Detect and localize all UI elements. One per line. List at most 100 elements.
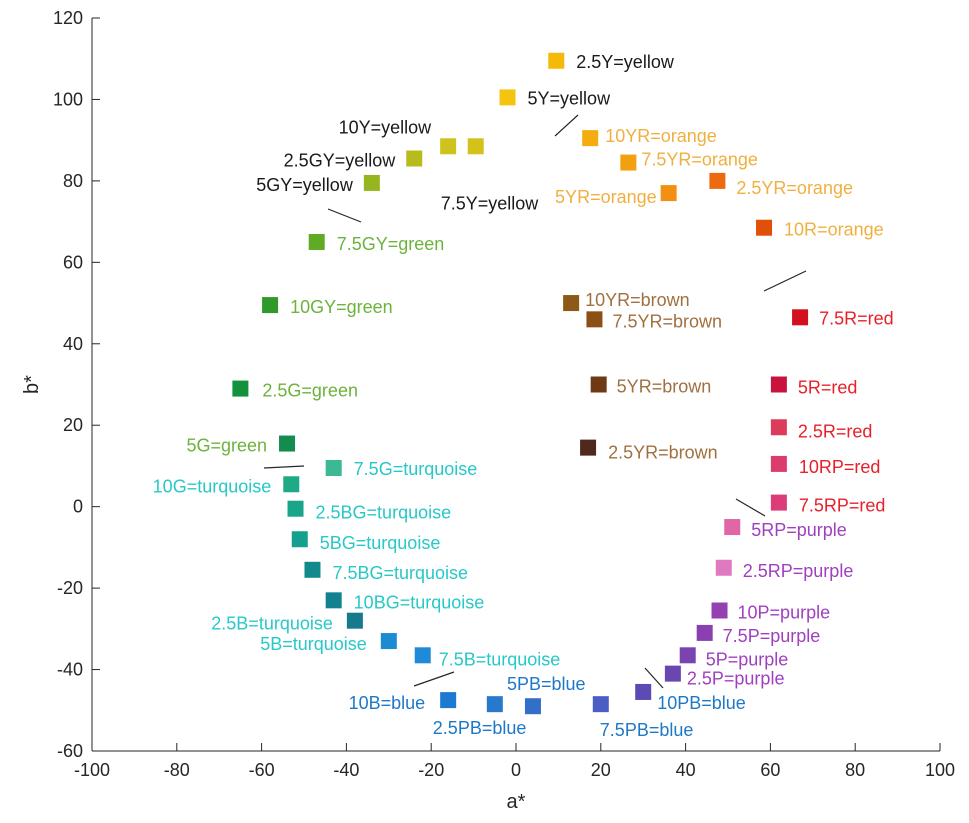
data-point-label: 2.5RP=purple [743, 561, 854, 581]
leader-line [644, 667, 664, 689]
data-point-label: 7.5PB=blue [600, 720, 694, 740]
data-point-label: 7.5R=red [819, 308, 894, 328]
data-point-marker [380, 633, 397, 650]
leader-lines [263, 114, 807, 689]
x-tick-label: -80 [164, 760, 190, 780]
data-point-label: 10R=orange [784, 220, 884, 240]
data-point-marker [563, 295, 580, 312]
x-tick-label: -40 [333, 760, 359, 780]
data-point-marker [467, 138, 484, 155]
data-point-marker [232, 380, 249, 397]
data-point-label: 10P=purple [738, 603, 831, 623]
data-point-label: 10GY=green [290, 297, 393, 317]
data-point-label: 5YR=brown [617, 377, 712, 397]
data-point-marker [709, 172, 726, 189]
data-point-label: 2.5Y=yellow [576, 52, 675, 72]
data-point-marker [664, 665, 681, 682]
data-point-label: 10B=blue [349, 693, 426, 713]
y-tick-label: 20 [63, 415, 83, 435]
data-point-label: 5Y=yellow [528, 88, 612, 108]
data-point-label: 2.5R=red [798, 421, 873, 441]
data-point-marker [580, 439, 597, 456]
data-point-label: 10Y=yellow [339, 117, 433, 137]
data-point-label: 10PB=blue [657, 693, 746, 713]
x-tick-label: -100 [74, 760, 110, 780]
y-tick-label: 0 [73, 497, 83, 517]
data-point-label: 2.5P=purple [687, 669, 785, 689]
data-point-label: 2.5YR=brown [608, 443, 718, 463]
data-point-marker [346, 612, 363, 629]
data-point-marker [440, 692, 457, 709]
data-point-label: 7.5B=turquoise [439, 649, 561, 669]
data-point-marker [715, 559, 732, 576]
data-point-marker [592, 696, 609, 713]
data-point-label: 7.5G=turquoise [354, 459, 478, 479]
x-tick-label: 60 [760, 760, 780, 780]
data-point-marker [304, 561, 321, 578]
data-point-marker [792, 309, 809, 326]
data-point-label: 2.5GY=yellow [284, 150, 397, 170]
x-tick-label: 100 [925, 760, 955, 780]
data-point-marker [679, 647, 696, 664]
x-tick-label: 40 [676, 760, 696, 780]
data-point-label: 5P=purple [706, 649, 789, 669]
data-point-marker [660, 185, 677, 202]
data-point-label: 5YR=orange [555, 187, 657, 207]
data-point-label: 5B=turquoise [260, 634, 367, 654]
data-point-marker [262, 297, 279, 314]
leader-line [554, 114, 579, 137]
y-tick-label: -60 [57, 741, 83, 761]
data-point-marker [325, 592, 342, 609]
data-point-marker [586, 311, 603, 328]
data-point-label: 5GY=yellow [256, 175, 354, 195]
x-tick-label: -60 [249, 760, 275, 780]
leader-line [327, 208, 362, 223]
data-point-label: 10YR=orange [605, 126, 717, 146]
leader-line [763, 270, 807, 292]
y-tick-label: 40 [63, 334, 83, 354]
data-point-marker [287, 500, 304, 517]
data-point-label: 10YR=brown [585, 290, 690, 310]
data-point-marker [486, 696, 503, 713]
data-point-marker [770, 455, 787, 472]
data-point-label: 5R=red [798, 378, 858, 398]
y-tick-label: 120 [53, 8, 83, 28]
data-point-marker [770, 376, 787, 393]
data-point-label: 10BG=turquoise [354, 592, 485, 612]
y-tick-label: 60 [63, 252, 83, 272]
data-point-label: 7.5GY=green [337, 234, 445, 254]
y-tick-label: 100 [53, 89, 83, 109]
data-point-marker [582, 130, 599, 147]
x-tick-label: -20 [418, 760, 444, 780]
data-point-marker [291, 531, 308, 548]
data-point-label: 7.5Y=yellow [441, 193, 540, 213]
data-point-label: 10RP=red [799, 457, 881, 477]
data-markers [232, 52, 809, 715]
y-tick-label: 80 [63, 171, 83, 191]
x-axis-label: a* [507, 791, 526, 813]
data-point-marker [724, 519, 741, 536]
data-point-marker [524, 698, 541, 715]
data-point-label: 7.5BG=turquoise [332, 563, 468, 583]
data-point-marker [363, 174, 380, 191]
x-tick-label: 80 [845, 760, 865, 780]
y-axis-ticks: -60 -40 -20 0 20 40 60 80 100 120 [53, 8, 100, 761]
data-point-marker [711, 602, 728, 619]
data-point-label: 2.5BG=turquoise [316, 503, 452, 523]
data-point-marker [440, 138, 457, 155]
data-point-marker [635, 683, 652, 700]
data-point-marker [696, 624, 713, 641]
data-point-marker [325, 459, 342, 476]
x-tick-label: 0 [511, 760, 521, 780]
data-point-marker [279, 435, 296, 452]
data-point-label: 5PB=blue [507, 674, 586, 694]
data-point-marker [756, 219, 773, 236]
data-point-marker [308, 233, 325, 250]
data-point-marker [620, 154, 637, 171]
data-point-label: 5BG=turquoise [320, 533, 441, 553]
data-point-marker [499, 89, 516, 106]
data-point-label: 5G=green [186, 436, 267, 456]
leader-line [263, 465, 305, 469]
data-point-marker [406, 150, 423, 167]
data-point-label: 2.5YR=orange [736, 178, 853, 198]
